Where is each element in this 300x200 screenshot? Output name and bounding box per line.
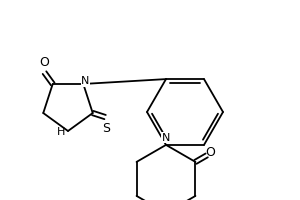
Text: S: S xyxy=(102,122,110,135)
Text: N: N xyxy=(162,133,170,143)
Text: N: N xyxy=(81,76,89,86)
Text: O: O xyxy=(205,146,214,159)
Text: O: O xyxy=(40,56,50,69)
Text: H: H xyxy=(57,127,65,137)
